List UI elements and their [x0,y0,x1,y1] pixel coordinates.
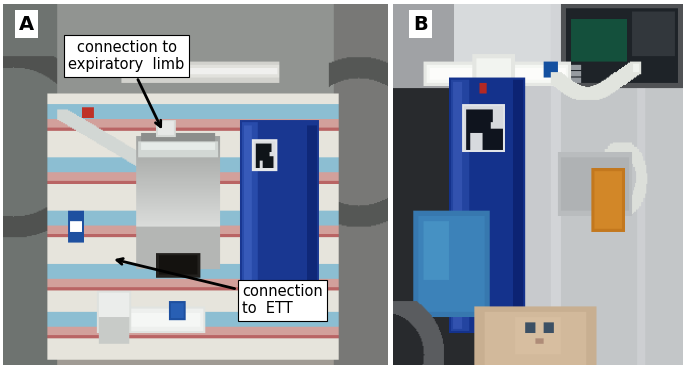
Text: B: B [414,14,428,34]
Text: A: A [18,14,34,34]
Text: connection
to  ETT: connection to ETT [117,259,323,317]
Text: connection to
expiratory  limb: connection to expiratory limb [68,40,185,127]
